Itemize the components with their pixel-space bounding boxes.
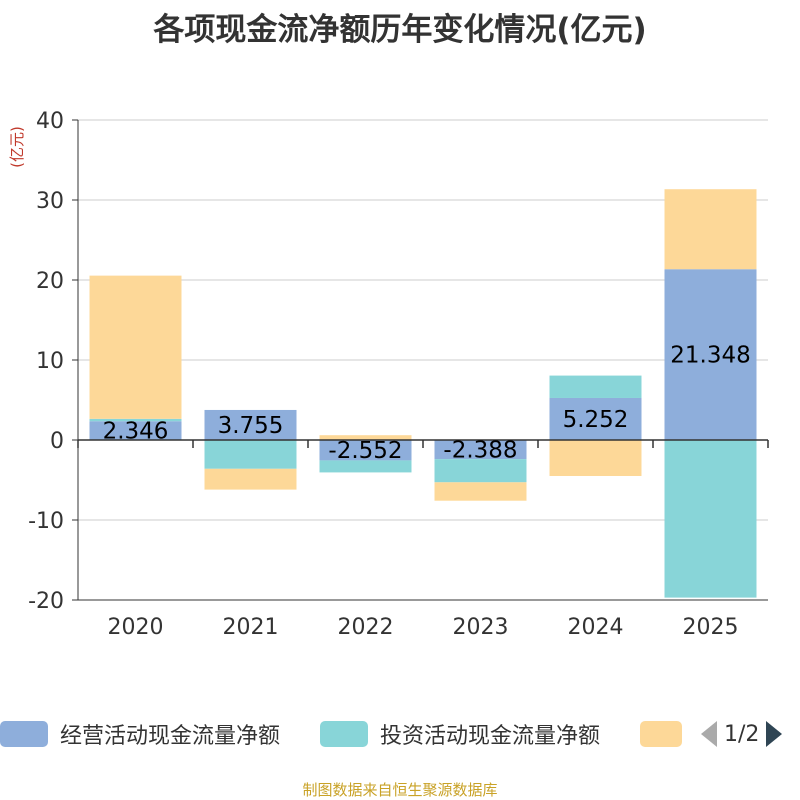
- triangle-right-icon[interactable]: [765, 720, 783, 748]
- legend: 经营活动现金流量净额 投资活动现金流量净额 1/2: [0, 716, 800, 756]
- y-tick-label: -10: [28, 509, 64, 534]
- data-label: 21.348: [670, 343, 750, 369]
- x-tick-label: 2023: [453, 615, 509, 640]
- data-label: -2.552: [328, 438, 402, 464]
- bar-segment-2022-s1: [319, 460, 412, 473]
- bar-segment-2021-s2: [204, 468, 297, 490]
- bar-segment-2024-s0: [549, 397, 642, 440]
- y-axis-unit-label: (亿元): [8, 126, 26, 168]
- legend-swatch-operating: [0, 721, 48, 747]
- legend-swatch-investing: [320, 721, 368, 747]
- legend-label-investing: 投资活动现金流量净额: [380, 724, 601, 749]
- bar-segment-2020-s2: [89, 275, 182, 419]
- bar-segment-2024-s2: [549, 440, 642, 476]
- x-tick-label: 2025: [683, 615, 739, 640]
- bar-segment-2025-s0: [664, 269, 757, 440]
- y-tick-label: 30: [36, 189, 64, 214]
- bar-segment-2023-s1: [434, 459, 527, 483]
- data-label: 5.252: [563, 407, 629, 433]
- bar-segment-2020-s0: [89, 421, 182, 440]
- y-tick-label: -20: [28, 589, 64, 614]
- triangle-left-icon[interactable]: [700, 720, 718, 748]
- chart-title: 各项现金流净额历年变化情况(亿元): [153, 12, 647, 48]
- bar-segment-2022-s2: [319, 435, 412, 440]
- bar-segment-2025-s1: [664, 440, 757, 598]
- legend-page-indicator: 1/2: [724, 721, 760, 747]
- bar-segment-2021-s1: [204, 440, 297, 469]
- y-tick-label: 10: [36, 349, 64, 374]
- bar-segment-2025-s2: [664, 189, 757, 270]
- stacked-bar-chart: 40 30 20 10 0 -10 -20 (亿元) 2020 2021 2022 2023 2024 2…: [8, 109, 769, 640]
- data-label: 2.346: [103, 419, 169, 445]
- bar-segment-2023-s0: [434, 440, 527, 460]
- bar-segment-2020-s1: [89, 418, 182, 422]
- data-label: 3.755: [218, 413, 284, 439]
- legend-item-financing[interactable]: [640, 716, 682, 752]
- data-source-footer: 制图数据来自恒生聚源数据库: [302, 781, 498, 799]
- y-tick-label: 20: [36, 269, 64, 294]
- bar-segment-2021-s0: [204, 409, 297, 440]
- legend-pager: 1/2: [700, 716, 783, 752]
- data-label: -2.388: [443, 438, 517, 464]
- legend-label-operating: 经营活动现金流量净额: [60, 724, 281, 749]
- bar-segment-2023-s2: [434, 482, 527, 501]
- bar-segment-2022-s0: [319, 440, 412, 461]
- x-tick-label: 2021: [223, 615, 279, 640]
- bar-segment-2024-s1: [549, 375, 642, 398]
- x-tick-label: 2020: [108, 615, 164, 640]
- y-tick-label: 40: [36, 109, 64, 134]
- x-tick-label: 2024: [568, 615, 624, 640]
- legend-item-investing[interactable]: 投资活动现金流量净额: [320, 716, 600, 752]
- y-tick-label: 0: [50, 429, 64, 454]
- legend-item-operating[interactable]: 经营活动现金流量净额: [0, 716, 280, 752]
- legend-swatch-financing: [640, 721, 682, 747]
- x-tick-label: 2022: [338, 615, 394, 640]
